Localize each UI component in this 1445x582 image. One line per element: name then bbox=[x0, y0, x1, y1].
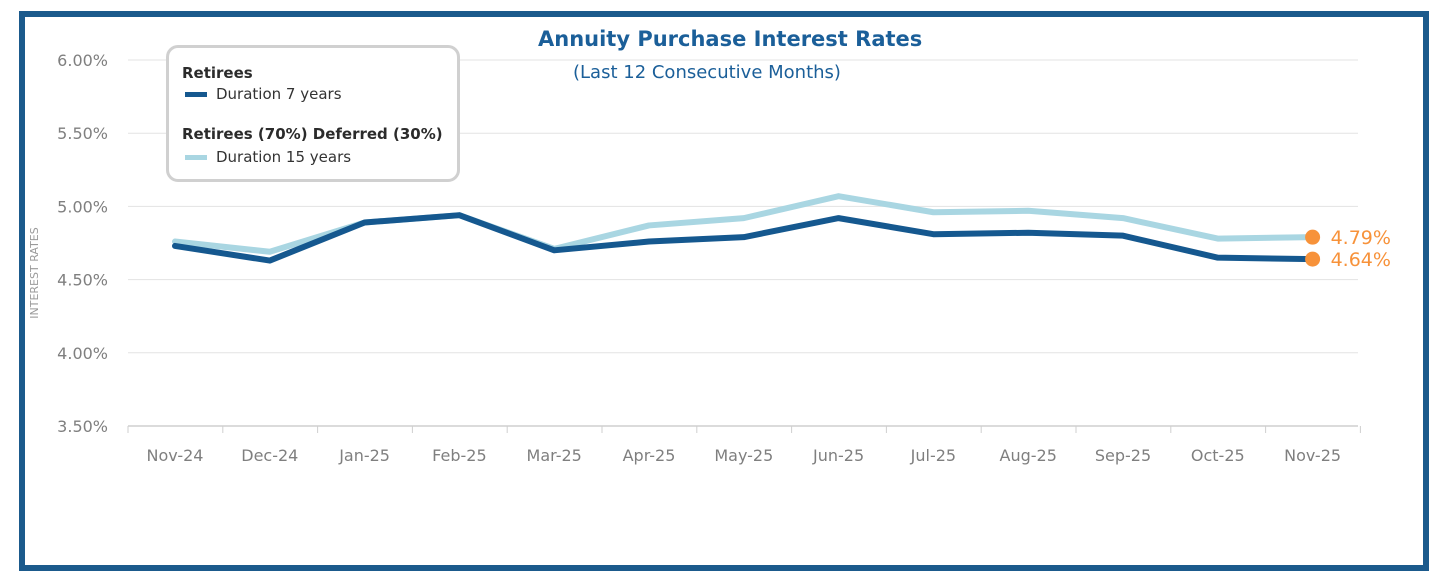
legend-swatch-duration-7 bbox=[185, 91, 207, 97]
x-tick-label: Sep-25 bbox=[1095, 446, 1151, 465]
x-tick-label: Oct-25 bbox=[1191, 446, 1245, 465]
x-tick-label: May-25 bbox=[714, 446, 773, 465]
legend-swatch-duration-15 bbox=[185, 154, 207, 160]
x-tick-label: Nov-25 bbox=[1284, 446, 1341, 465]
y-tick-label: 5.00% bbox=[57, 197, 108, 216]
y-tick-label: 3.50% bbox=[57, 417, 108, 436]
chart-legend: Retirees Duration 7 years Retirees (70%)… bbox=[166, 45, 460, 182]
end-marker-duration-15 bbox=[1305, 229, 1321, 245]
y-tick-label: 5.50% bbox=[57, 124, 108, 143]
end-marker-duration-7 bbox=[1305, 251, 1321, 267]
legend-item-duration-7: Duration 7 years bbox=[185, 85, 342, 103]
y-tick-label: 4.00% bbox=[57, 344, 108, 363]
x-tick-label: Mar-25 bbox=[527, 446, 582, 465]
x-tick-label: Nov-24 bbox=[147, 446, 204, 465]
x-tick-label: Aug-25 bbox=[1000, 446, 1057, 465]
x-tick-label: Jun-25 bbox=[812, 446, 864, 465]
data-label-duration-15: 4.79% bbox=[1331, 227, 1391, 249]
chart-subtitle: (Last 12 Consecutive Months) bbox=[573, 62, 841, 83]
legend-heading-retirees: Retirees bbox=[182, 64, 253, 82]
y-axis-title: INTEREST RATES bbox=[28, 227, 41, 318]
series-line-duration-7 bbox=[172, 212, 1316, 264]
legend-label-duration-15: Duration 15 years bbox=[216, 148, 352, 166]
legend-heading-deferred: Retirees (70%) Deferred (30%) bbox=[182, 125, 443, 143]
x-tick-label: Dec-24 bbox=[241, 446, 298, 465]
y-tick-label: 6.00% bbox=[57, 51, 108, 70]
legend-label-duration-7: Duration 7 years bbox=[216, 85, 342, 103]
legend-item-duration-15: Duration 15 years bbox=[185, 148, 351, 166]
x-tick-label: Apr-25 bbox=[623, 446, 676, 465]
x-tick-label: Jan-25 bbox=[338, 446, 390, 465]
y-tick-label: 4.50% bbox=[57, 271, 108, 290]
series-line-duration-15 bbox=[172, 193, 1316, 255]
x-tick-label: Feb-25 bbox=[432, 446, 486, 465]
x-tick-label: Jul-25 bbox=[910, 446, 956, 465]
data-label-duration-7: 4.64% bbox=[1331, 249, 1391, 271]
